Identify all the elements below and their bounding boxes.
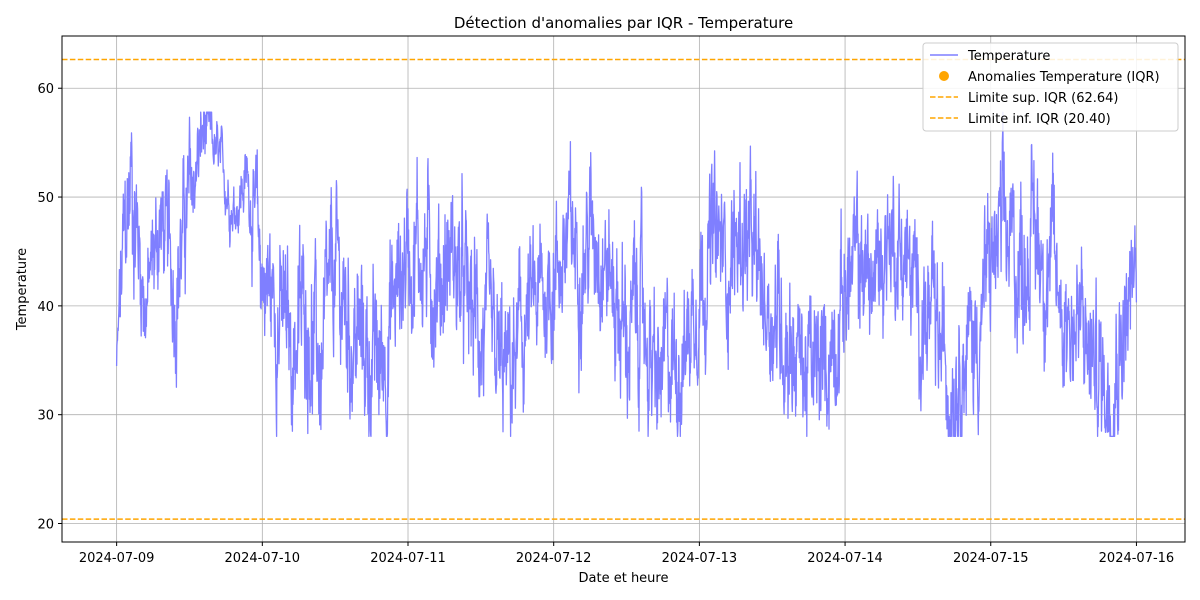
y-tick-label: 40 <box>37 300 54 315</box>
legend-label-temperature: Temperature <box>967 49 1050 64</box>
y-tick-label: 60 <box>37 82 54 97</box>
y-tick-label: 30 <box>37 409 54 424</box>
legend-label-upper-limit: Limite sup. IQR (62.64) <box>968 91 1118 106</box>
x-tick-label: 2024-07-13 <box>662 551 738 566</box>
x-tick-label: 2024-07-09 <box>79 551 155 566</box>
x-tick-label: 2024-07-12 <box>516 551 592 566</box>
x-tick-label: 2024-07-10 <box>225 551 301 566</box>
legend: Temperature Anomalies Temperature (IQR) … <box>922 42 1179 132</box>
legend-marker-anomalies <box>939 71 949 81</box>
x-axis-ticks: 2024-07-09 2024-07-10 2024-07-11 2024-07-12… <box>79 542 1174 566</box>
y-tick-label: 50 <box>37 191 54 206</box>
chart-title: Détection d'anomalies par IQR - Temperat… <box>454 14 793 32</box>
temperature-series-line <box>115 111 1138 438</box>
x-tick-label: 2024-07-15 <box>953 551 1029 566</box>
x-tick-label: 2024-07-16 <box>1099 551 1175 566</box>
plot-frame <box>61 35 1186 543</box>
legend-frame <box>922 42 1179 132</box>
x-tick-label: 2024-07-11 <box>370 551 446 566</box>
legend-label-lower-limit: Limite inf. IQR (20.40) <box>968 112 1111 127</box>
y-axis-ticks: 20 30 40 50 60 <box>37 82 62 533</box>
legend-label-anomalies: Anomalies Temperature (IQR) <box>968 70 1160 85</box>
x-axis-label: Date et heure <box>579 571 669 586</box>
y-tick-label: 20 <box>37 518 54 533</box>
series-layer <box>115 111 1138 438</box>
x-tick-label: 2024-07-14 <box>807 551 883 566</box>
y-axis-label: Temperature <box>15 248 30 331</box>
